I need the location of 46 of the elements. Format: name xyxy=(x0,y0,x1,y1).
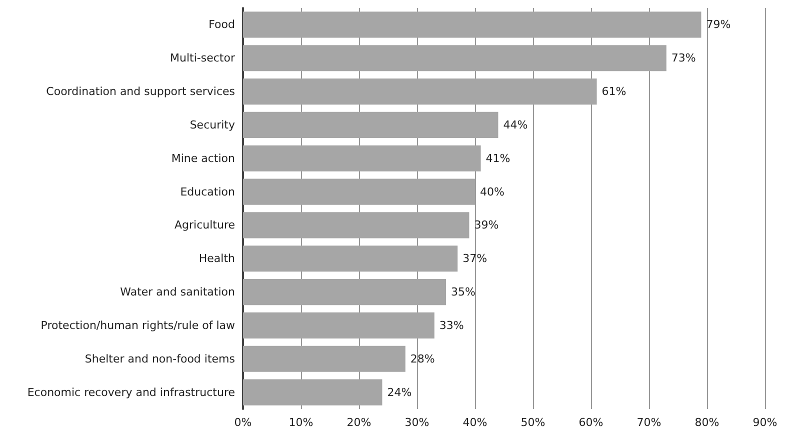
x-tick-label: 50% xyxy=(520,416,546,429)
bar xyxy=(243,45,666,72)
y-tick-label: Health xyxy=(198,252,236,266)
data-label: 28% xyxy=(410,352,435,366)
data-label: 40% xyxy=(480,185,504,198)
y-tick-label: Economic recovery and infrastructure xyxy=(27,386,236,399)
y-tick-label: Shelter and non-food items xyxy=(84,352,236,366)
y-tick-label: Multi-sector xyxy=(170,52,236,65)
bar xyxy=(243,379,382,406)
bar xyxy=(243,12,702,38)
y-tick-label: Mine action xyxy=(171,152,236,165)
y-tick-label: Agriculture xyxy=(174,218,236,232)
data-label: 61% xyxy=(602,85,626,98)
bar xyxy=(243,78,597,105)
bar xyxy=(243,279,446,306)
bar xyxy=(243,246,458,272)
bar xyxy=(243,346,406,372)
bar xyxy=(243,112,498,138)
x-tick-label: 90% xyxy=(752,416,778,429)
x-tick-label: 20% xyxy=(346,416,372,429)
x-tick-label: 10% xyxy=(288,416,314,429)
data-label: 37% xyxy=(462,252,488,266)
bar xyxy=(243,178,475,205)
data-label: 33% xyxy=(439,318,464,332)
y-tick-label: Food xyxy=(208,18,235,32)
x-tick-label: 0% xyxy=(234,416,252,429)
x-tick-label: 40% xyxy=(462,416,488,429)
bar xyxy=(243,312,434,338)
data-label: 73% xyxy=(671,52,696,65)
y-tick-label: Security xyxy=(190,118,236,132)
data-label: 39% xyxy=(474,218,499,232)
bar xyxy=(243,212,470,238)
x-tick-label: 60% xyxy=(578,416,604,429)
x-tick-label: 30% xyxy=(404,416,430,429)
data-label: 24% xyxy=(387,386,412,399)
x-tick-label: 80% xyxy=(694,416,720,429)
data-label: 79% xyxy=(706,18,731,32)
y-tick-label: Protection/human rights/rule of law xyxy=(40,318,235,332)
y-tick-label: Water and sanitation xyxy=(120,286,236,299)
data-label: 35% xyxy=(451,286,476,299)
data-label: 41% xyxy=(486,152,510,165)
y-tick-label: Education xyxy=(180,185,236,198)
y-tick-label: Coordination and support services xyxy=(46,85,236,98)
x-tick-label: 70% xyxy=(636,416,662,429)
data-label: 44% xyxy=(503,118,528,132)
bar xyxy=(243,145,481,172)
